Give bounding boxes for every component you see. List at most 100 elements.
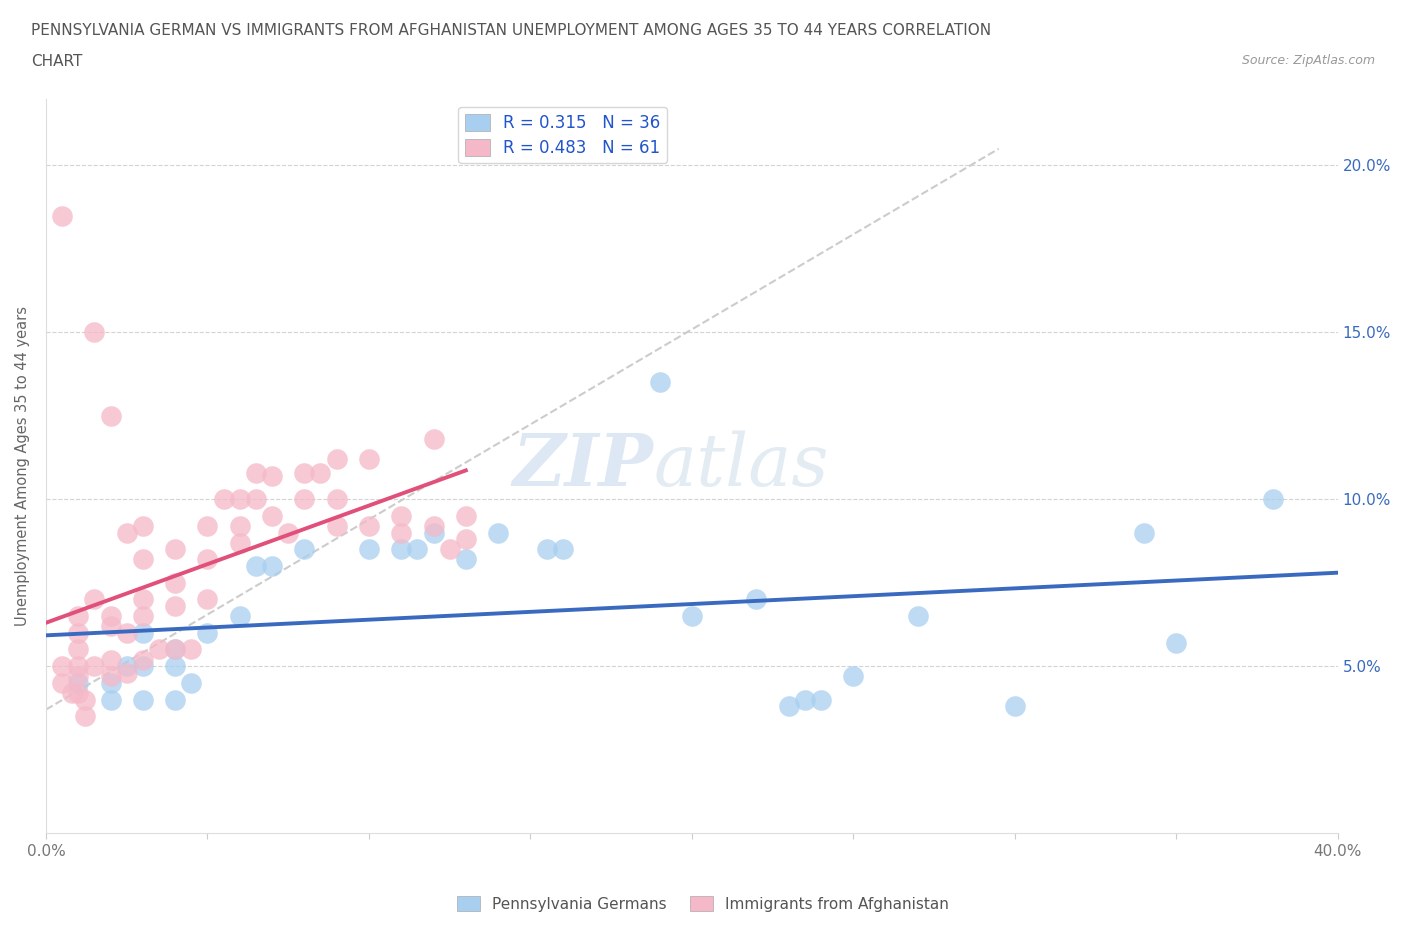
Point — [1263, 492, 1285, 507]
Point — [245, 559, 267, 574]
Point — [454, 551, 477, 566]
Point — [778, 698, 800, 713]
Point — [907, 608, 929, 623]
Point — [551, 542, 574, 557]
Point — [197, 592, 219, 607]
Point — [67, 685, 90, 700]
Text: Source: ZipAtlas.com: Source: ZipAtlas.com — [1241, 54, 1375, 67]
Point — [51, 675, 73, 690]
Point — [73, 692, 96, 707]
Point — [51, 658, 73, 673]
Legend: Pennsylvania Germans, Immigrants from Afghanistan: Pennsylvania Germans, Immigrants from Af… — [451, 889, 955, 918]
Point — [132, 608, 155, 623]
Point — [67, 625, 90, 640]
Point — [165, 576, 187, 591]
Point — [292, 492, 315, 507]
Point — [229, 519, 252, 534]
Point — [454, 509, 477, 524]
Text: PENNSYLVANIA GERMAN VS IMMIGRANTS FROM AFGHANISTAN UNEMPLOYMENT AMONG AGES 35 TO: PENNSYLVANIA GERMAN VS IMMIGRANTS FROM A… — [31, 23, 991, 38]
Point — [212, 492, 235, 507]
Point — [115, 625, 138, 640]
Point — [165, 692, 187, 707]
Point — [100, 692, 122, 707]
Point — [67, 675, 90, 690]
Point — [229, 536, 252, 551]
Point — [648, 375, 671, 390]
Text: atlas: atlas — [654, 431, 828, 501]
Point — [67, 669, 90, 684]
Point — [197, 625, 219, 640]
Point — [229, 492, 252, 507]
Point — [148, 642, 170, 657]
Point — [260, 509, 283, 524]
Text: ZIP: ZIP — [512, 431, 654, 501]
Point — [389, 509, 412, 524]
Point — [197, 551, 219, 566]
Point — [60, 685, 83, 700]
Point — [132, 592, 155, 607]
Point — [100, 675, 122, 690]
Point — [389, 542, 412, 557]
Point — [389, 525, 412, 540]
Point — [1004, 698, 1026, 713]
Point — [100, 652, 122, 667]
Point — [357, 519, 380, 534]
Point — [115, 658, 138, 673]
Point — [100, 669, 122, 684]
Point — [115, 525, 138, 540]
Point — [793, 692, 815, 707]
Legend: R = 0.315   N = 36, R = 0.483   N = 61: R = 0.315 N = 36, R = 0.483 N = 61 — [458, 107, 668, 164]
Point — [132, 519, 155, 534]
Point — [277, 525, 299, 540]
Point — [83, 592, 105, 607]
Point — [745, 592, 768, 607]
Point — [100, 608, 122, 623]
Point — [422, 525, 444, 540]
Point — [132, 692, 155, 707]
Point — [260, 559, 283, 574]
Point — [83, 658, 105, 673]
Point — [165, 599, 187, 614]
Point — [67, 642, 90, 657]
Point — [51, 208, 73, 223]
Point — [67, 658, 90, 673]
Point — [165, 642, 187, 657]
Point — [357, 542, 380, 557]
Point — [292, 465, 315, 480]
Point — [165, 542, 187, 557]
Point — [132, 652, 155, 667]
Point — [229, 608, 252, 623]
Point — [486, 525, 509, 540]
Point — [132, 658, 155, 673]
Point — [180, 675, 202, 690]
Point — [810, 692, 832, 707]
Point — [180, 642, 202, 657]
Point — [454, 532, 477, 547]
Point — [536, 542, 558, 557]
Point — [260, 469, 283, 484]
Point — [292, 542, 315, 557]
Point — [357, 452, 380, 467]
Point — [325, 519, 347, 534]
Point — [1166, 635, 1188, 650]
Point — [83, 325, 105, 339]
Point — [67, 608, 90, 623]
Point — [325, 492, 347, 507]
Point — [325, 452, 347, 467]
Text: CHART: CHART — [31, 54, 83, 69]
Point — [197, 519, 219, 534]
Point — [165, 658, 187, 673]
Y-axis label: Unemployment Among Ages 35 to 44 years: Unemployment Among Ages 35 to 44 years — [15, 306, 30, 626]
Point — [132, 551, 155, 566]
Point — [309, 465, 332, 480]
Point — [100, 408, 122, 423]
Point — [115, 666, 138, 681]
Point — [245, 465, 267, 480]
Point — [100, 618, 122, 633]
Point — [422, 519, 444, 534]
Point — [681, 608, 703, 623]
Point — [439, 542, 461, 557]
Point — [422, 432, 444, 446]
Point — [132, 625, 155, 640]
Point — [73, 709, 96, 724]
